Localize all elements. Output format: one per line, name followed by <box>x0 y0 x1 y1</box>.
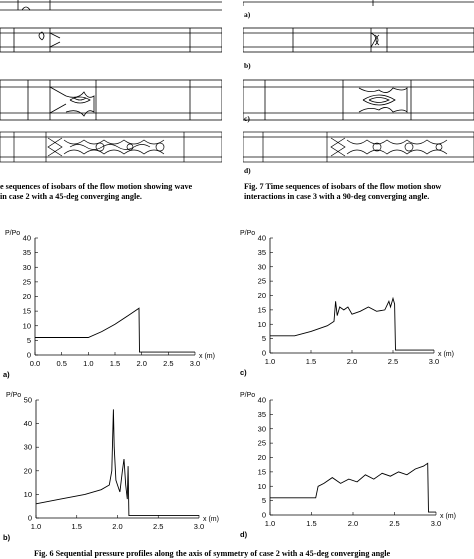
y-tick-label: 25 <box>23 277 31 286</box>
x-tick-label: 3.0 <box>431 519 441 528</box>
y-tick-label: 10 <box>23 321 31 330</box>
x-tick-label: 2.0 <box>136 359 146 368</box>
pressure-series-line <box>35 409 199 517</box>
isobar-row-4 <box>0 131 222 163</box>
isobar-row-c <box>243 79 474 121</box>
x-tick-label: 2.5 <box>389 519 399 528</box>
x-tick-label: 3.0 <box>429 357 439 366</box>
isobar-row-b <box>243 27 474 53</box>
x-tick-label: 3.0 <box>194 522 204 531</box>
x-tick-label: 2.0 <box>112 522 122 531</box>
y-tick-label: 25 <box>258 277 266 286</box>
x-tick-label: 1.5 <box>110 359 120 368</box>
y-axis-label: P/Po <box>5 230 20 237</box>
x-tick-label: 1.0 <box>265 357 275 366</box>
figure-6-caption: Fig. 6 Sequential pressure profiles alon… <box>34 549 391 558</box>
pressure-series-line <box>35 307 195 353</box>
y-tick-label: 35 <box>23 248 31 257</box>
isobar-row-a <box>243 0 474 6</box>
isobar-figure-left <box>0 0 222 163</box>
isobar-figure-right <box>243 0 474 163</box>
y-tick-label: 30 <box>258 424 266 433</box>
isobar-row-2 <box>0 27 222 53</box>
y-tick-label: 10 <box>258 320 266 329</box>
fig7-label-a: a) <box>244 10 251 19</box>
isobar-row-3 <box>0 79 222 121</box>
fig7-label-d: d) <box>244 166 251 175</box>
pressure-chart-a: P/Po 0 5 10 15 20 25 30 35 40 0.0 0.5 1.0 1.5 2.0 2.5 3.… <box>3 230 215 379</box>
x-tick-label: 2.5 <box>388 357 398 366</box>
y-tick-label: 15 <box>258 467 266 476</box>
x-tick-label: 3.0 <box>190 359 200 368</box>
caption-line-1: Fig. 7 Time sequences of isobars of the … <box>244 182 442 191</box>
y-tick-label: 40 <box>23 234 31 243</box>
y-tick-label: 35 <box>258 248 266 257</box>
y-axis-label: P/Po <box>6 392 21 399</box>
y-tick-label: 30 <box>24 443 32 452</box>
x-tick-label: 2.0 <box>347 357 357 366</box>
y-tick-label: 15 <box>23 307 31 316</box>
x-tick-label: 1.0 <box>265 519 275 528</box>
panel-label: b) <box>3 533 11 542</box>
x-tick-label: 1.0 <box>31 522 41 531</box>
figure-5-caption: e sequences of isobars of the flow motio… <box>0 182 232 202</box>
caption-line-2: interactions in case 3 with a 90-deg con… <box>244 192 430 201</box>
y-tick-label: 20 <box>24 466 32 475</box>
fig7-label-c: c) <box>244 114 250 123</box>
y-tick-label: 30 <box>23 263 31 272</box>
pressure-chart-b: P/Po 0 10 20 30 40 50 1.0 1.5 2.0 2.5 3.0x (m) b) <box>3 392 219 542</box>
y-tick-label: 0 <box>262 349 266 358</box>
x-axis-label: x (m) <box>203 516 219 523</box>
x-tick-label: 0.5 <box>56 359 66 368</box>
y-tick-label: 0 <box>28 514 32 523</box>
y-tick-label: 30 <box>258 262 266 271</box>
pressure-series-line <box>270 296 434 351</box>
isobar-row-d <box>243 131 474 163</box>
x-tick-label: 1.0 <box>83 359 93 368</box>
panel-label: d) <box>240 530 248 539</box>
caption-line-1: e sequences of isobars of the flow motio… <box>0 182 193 191</box>
figure-7-caption: Fig. 7 Time sequences of isobars of the … <box>244 182 474 202</box>
y-tick-label: 15 <box>258 305 266 314</box>
y-tick-label: 0 <box>27 351 31 360</box>
isobar-row-1 <box>0 0 222 11</box>
y-axis-label: P/Po <box>240 230 255 237</box>
y-tick-label: 35 <box>258 410 266 419</box>
y-tick-label: 25 <box>258 439 266 448</box>
fig7-label-b: b) <box>244 61 251 70</box>
x-axis-label: x (m) <box>438 351 454 358</box>
x-axis-label: x (m) <box>440 513 456 520</box>
panel-label: c) <box>240 368 247 377</box>
x-tick-label: 2.5 <box>153 522 163 531</box>
x-tick-label: 0.0 <box>30 359 40 368</box>
y-tick-label: 40 <box>258 396 266 405</box>
x-tick-label: 1.5 <box>306 519 316 528</box>
x-tick-label: 2.0 <box>348 519 358 528</box>
pressure-series-line <box>270 462 436 513</box>
pressure-chart-c: P/Po 0 5 10 15 20 25 30 35 40 1.0 1.5 2.0 2.5 3.0x (m)… <box>240 230 454 377</box>
pressure-chart-d: P/Po 0 5 10 15 20 25 30 35 40 1.0 1.5 2.0 2.5 3.0x (m)… <box>240 392 456 539</box>
x-tick-label: 2.5 <box>163 359 173 368</box>
y-tick-label: 10 <box>258 482 266 491</box>
panel-label: a) <box>3 370 10 379</box>
y-tick-label: 5 <box>262 496 266 505</box>
caption-line-2: in case 2 with a 45-deg converging angle… <box>0 192 142 201</box>
x-axis-label: x (m) <box>199 353 215 360</box>
y-axis-label: P/Po <box>240 392 255 399</box>
y-tick-label: 40 <box>24 419 32 428</box>
y-tick-label: 20 <box>258 291 266 300</box>
y-tick-label: 10 <box>24 490 32 499</box>
x-tick-label: 1.5 <box>72 522 82 531</box>
y-tick-label: 40 <box>258 234 266 243</box>
y-tick-label: 0 <box>262 511 266 520</box>
y-tick-label: 20 <box>23 292 31 301</box>
y-tick-label: 50 <box>24 396 32 405</box>
y-tick-label: 5 <box>27 336 31 345</box>
y-tick-label: 5 <box>262 334 266 343</box>
x-tick-label: 1.5 <box>306 357 316 366</box>
y-tick-label: 20 <box>258 453 266 462</box>
